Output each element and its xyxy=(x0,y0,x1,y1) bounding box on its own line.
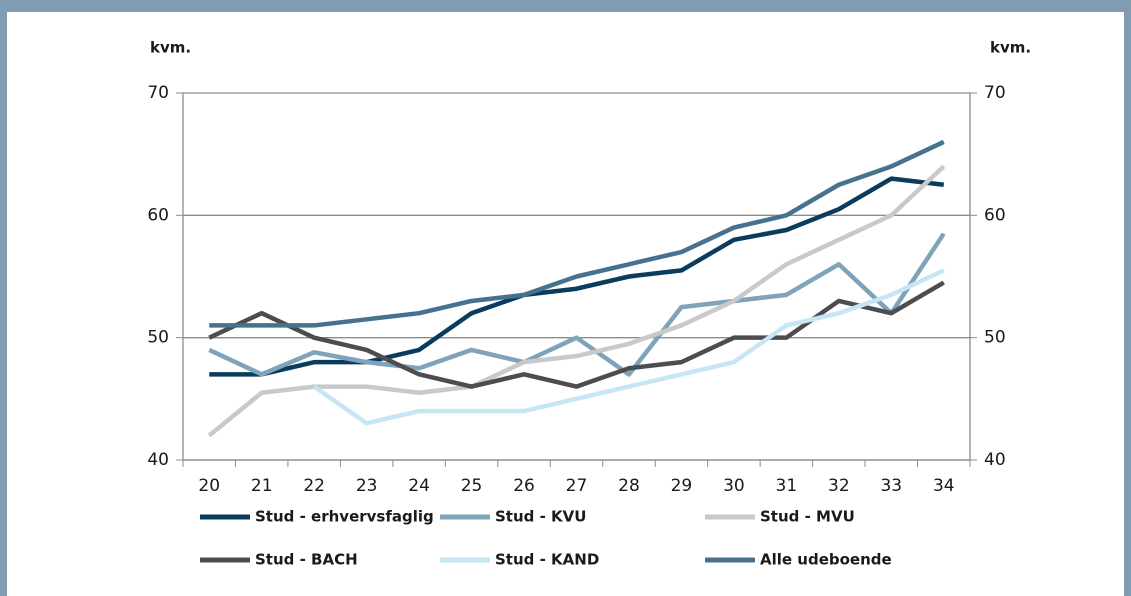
y2-tick-label: 50 xyxy=(984,328,1006,348)
y2-tick-label: 40 xyxy=(984,450,1006,470)
y2-tick-label: 70 xyxy=(984,83,1006,103)
x-tick-label: 24 xyxy=(408,476,430,496)
series-line xyxy=(312,268,945,426)
y-tick-label: 60 xyxy=(147,205,169,225)
x-tick-label: 26 xyxy=(513,476,535,496)
x-tick-label: 20 xyxy=(198,476,220,496)
series-line xyxy=(209,176,945,377)
series-line xyxy=(208,232,946,377)
y-axis-label: kvm. xyxy=(150,39,191,57)
y2-tick-label: 60 xyxy=(984,205,1006,225)
x-tick-label: 32 xyxy=(828,476,850,496)
legend-label: Stud - KAND xyxy=(495,551,599,569)
x-tick-label: 31 xyxy=(776,476,798,496)
x-tick-label: 25 xyxy=(461,476,483,496)
x-tick-label: 28 xyxy=(618,476,640,496)
x-tick-label: 21 xyxy=(251,476,273,496)
series-line xyxy=(207,164,946,438)
series-line xyxy=(209,139,945,328)
legend-label: Stud - KVU xyxy=(495,508,586,526)
legend-label: Stud - MVU xyxy=(760,508,855,526)
x-tick-label: 30 xyxy=(723,476,745,496)
series-line xyxy=(208,280,945,389)
x-tick-label: 33 xyxy=(880,476,902,496)
legend-label: Alle udeboende xyxy=(760,551,892,569)
y-tick-label: 50 xyxy=(147,328,169,348)
x-tick-label: 22 xyxy=(303,476,325,496)
legend-label: Stud - BACH xyxy=(255,551,358,569)
y-tick-label: 40 xyxy=(147,450,169,470)
y-tick-label: 70 xyxy=(147,83,169,103)
x-tick-label: 27 xyxy=(566,476,588,496)
x-tick-label: 34 xyxy=(933,476,955,496)
x-tick-label: 23 xyxy=(356,476,378,496)
x-tick-label: 29 xyxy=(671,476,693,496)
legend-label: Stud - erhvervsfaglig xyxy=(255,508,434,526)
y2-axis-label: kvm. xyxy=(990,39,1031,57)
panel xyxy=(7,12,1124,596)
